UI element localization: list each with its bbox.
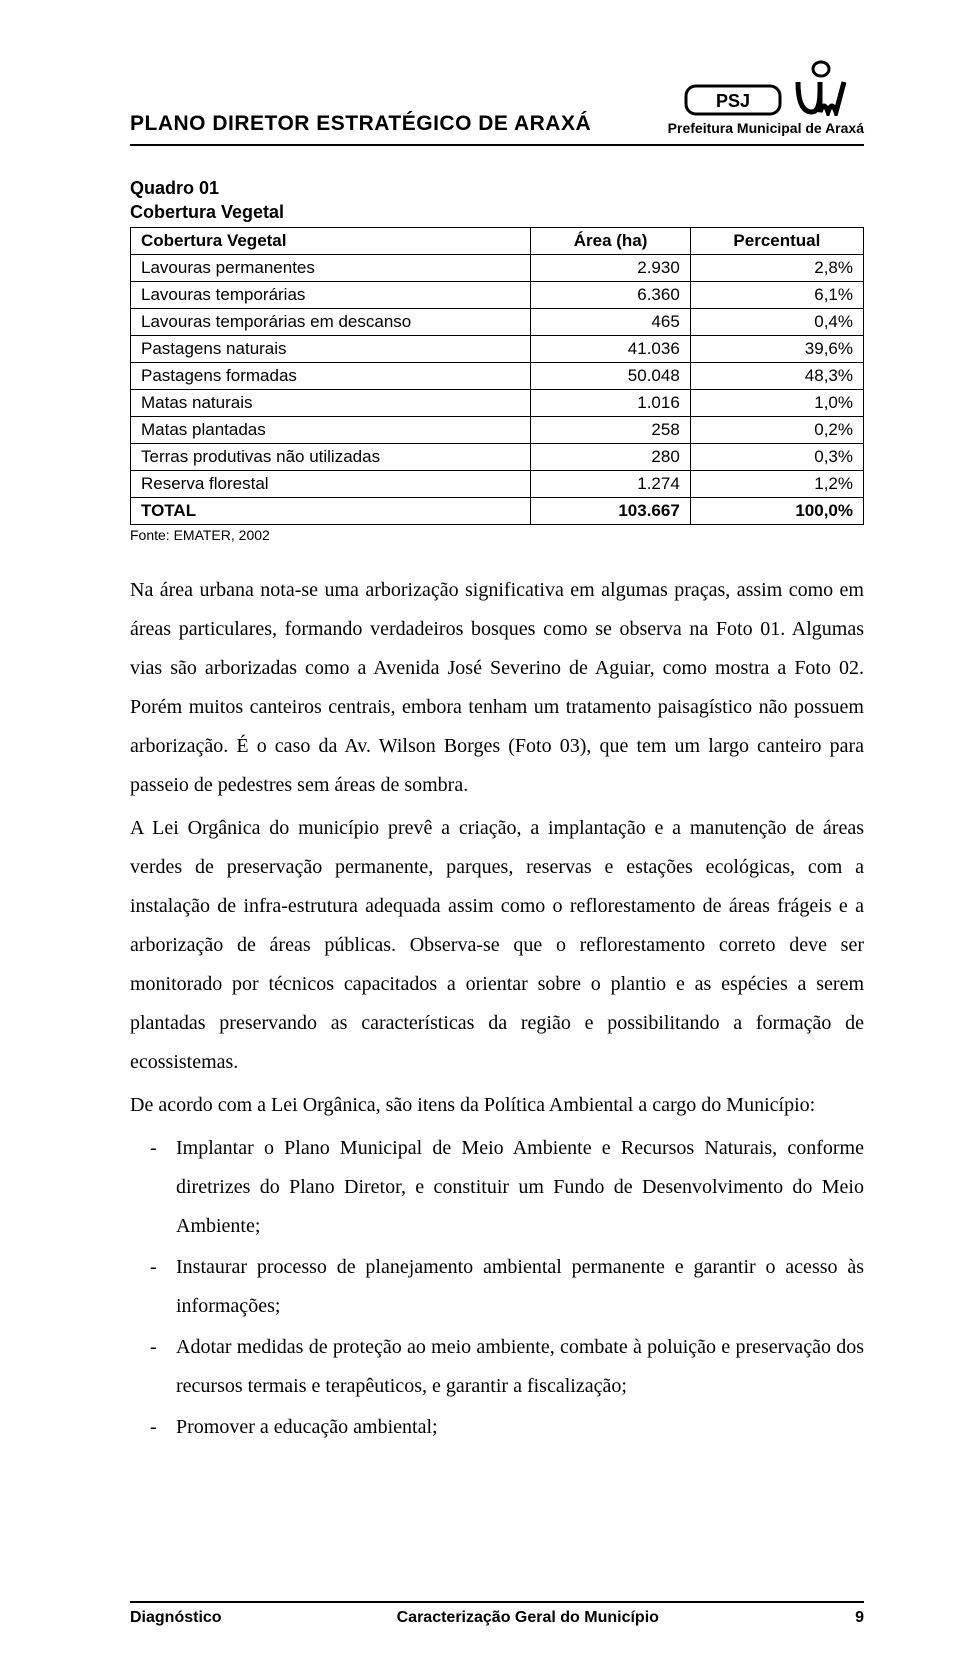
table-cell: 258 bbox=[531, 416, 690, 443]
table-cell: 465 bbox=[531, 308, 690, 335]
svg-text:PSJ: PSJ bbox=[716, 91, 750, 111]
body-paragraph: De acordo com a Lei Orgânica, são itens … bbox=[130, 1086, 864, 1125]
table-cell: 6.360 bbox=[531, 281, 690, 308]
page-header: PLANO DIRETOR ESTRATÉGICO DE ARAXÁ PSJ P… bbox=[130, 60, 864, 136]
table-cell: 1.274 bbox=[531, 470, 690, 497]
footer-left: Diagnóstico bbox=[130, 1609, 222, 1627]
table-row: Matas plantadas2580,2% bbox=[131, 416, 864, 443]
body-paragraph: A Lei Orgânica do município prevê a cria… bbox=[130, 809, 864, 1082]
table-cell: Pastagens formadas bbox=[131, 362, 531, 389]
table-cell: 1,0% bbox=[690, 389, 863, 416]
table-row: Lavouras temporárias em descanso4650,4% bbox=[131, 308, 864, 335]
table-cell: 1.016 bbox=[531, 389, 690, 416]
table-cell: 103.667 bbox=[531, 497, 690, 524]
cobertura-vegetal-table: Cobertura Vegetal Área (ha) Percentual L… bbox=[130, 227, 864, 525]
psj-logo-icon: PSJ bbox=[684, 80, 782, 116]
list-item: Adotar medidas de proteção ao meio ambie… bbox=[176, 1328, 864, 1406]
table-row: Lavouras permanentes2.9302,8% bbox=[131, 254, 864, 281]
header-right-block: PSJ Prefeitura Municipal de Araxá bbox=[668, 60, 864, 136]
col-header: Cobertura Vegetal bbox=[131, 227, 531, 254]
policy-list: Implantar o Plano Municipal de Meio Ambi… bbox=[130, 1129, 864, 1447]
table-cell: 280 bbox=[531, 443, 690, 470]
table-cell: Pastagens naturais bbox=[131, 335, 531, 362]
table-cell: 6,1% bbox=[690, 281, 863, 308]
list-item: Promover a educação ambiental; bbox=[176, 1408, 864, 1447]
footer-divider bbox=[130, 1601, 864, 1603]
table-cell: Lavouras temporárias em descanso bbox=[131, 308, 531, 335]
table-cell: Terras produtivas não utilizadas bbox=[131, 443, 531, 470]
table-cell: 0,4% bbox=[690, 308, 863, 335]
list-item: Instaurar processo de planejamento ambie… bbox=[176, 1248, 864, 1326]
table-cell: 100,0% bbox=[690, 497, 863, 524]
municipality-label: Prefeitura Municipal de Araxá bbox=[668, 120, 864, 136]
col-header: Área (ha) bbox=[531, 227, 690, 254]
table-cell: 50.048 bbox=[531, 362, 690, 389]
table-row: Pastagens formadas50.04848,3% bbox=[131, 362, 864, 389]
table-row: Terras produtivas não utilizadas2800,3% bbox=[131, 443, 864, 470]
header-divider bbox=[130, 144, 864, 146]
body-paragraph: Na área urbana nota-se uma arborização s… bbox=[130, 571, 864, 805]
table-cell: Lavouras temporárias bbox=[131, 281, 531, 308]
table-cell: 2.930 bbox=[531, 254, 690, 281]
table-cell: 41.036 bbox=[531, 335, 690, 362]
col-header: Percentual bbox=[690, 227, 863, 254]
table-cell: 2,8% bbox=[690, 254, 863, 281]
jw-logo-icon bbox=[794, 60, 848, 116]
table-cell: 0,2% bbox=[690, 416, 863, 443]
table-cell: Matas naturais bbox=[131, 389, 531, 416]
table-cell: 48,3% bbox=[690, 362, 863, 389]
page-footer: Diagnóstico Caracterização Geral do Muni… bbox=[130, 1601, 864, 1627]
table-total-row: TOTAL103.667100,0% bbox=[131, 497, 864, 524]
table-cell: Reserva florestal bbox=[131, 470, 531, 497]
table-cell: Lavouras permanentes bbox=[131, 254, 531, 281]
header-logos: PSJ bbox=[684, 60, 848, 116]
table-source: Fonte: EMATER, 2002 bbox=[130, 527, 864, 543]
table-cell: Matas plantadas bbox=[131, 416, 531, 443]
table-row: Matas naturais1.0161,0% bbox=[131, 389, 864, 416]
footer-center: Caracterização Geral do Município bbox=[222, 1609, 834, 1627]
table-heading-2: Cobertura Vegetal bbox=[130, 200, 864, 224]
table-cell: TOTAL bbox=[131, 497, 531, 524]
table-row: Pastagens naturais41.03639,6% bbox=[131, 335, 864, 362]
table-cell: 1,2% bbox=[690, 470, 863, 497]
doc-title: PLANO DIRETOR ESTRATÉGICO DE ARAXÁ bbox=[130, 112, 591, 136]
table-cell: 39,6% bbox=[690, 335, 863, 362]
footer-page-number: 9 bbox=[834, 1609, 864, 1627]
table-row: Reserva florestal1.2741,2% bbox=[131, 470, 864, 497]
table-row: Lavouras temporárias6.3606,1% bbox=[131, 281, 864, 308]
table-heading-1: Quadro 01 bbox=[130, 176, 864, 200]
list-item: Implantar o Plano Municipal de Meio Ambi… bbox=[176, 1129, 864, 1246]
table-cell: 0,3% bbox=[690, 443, 863, 470]
